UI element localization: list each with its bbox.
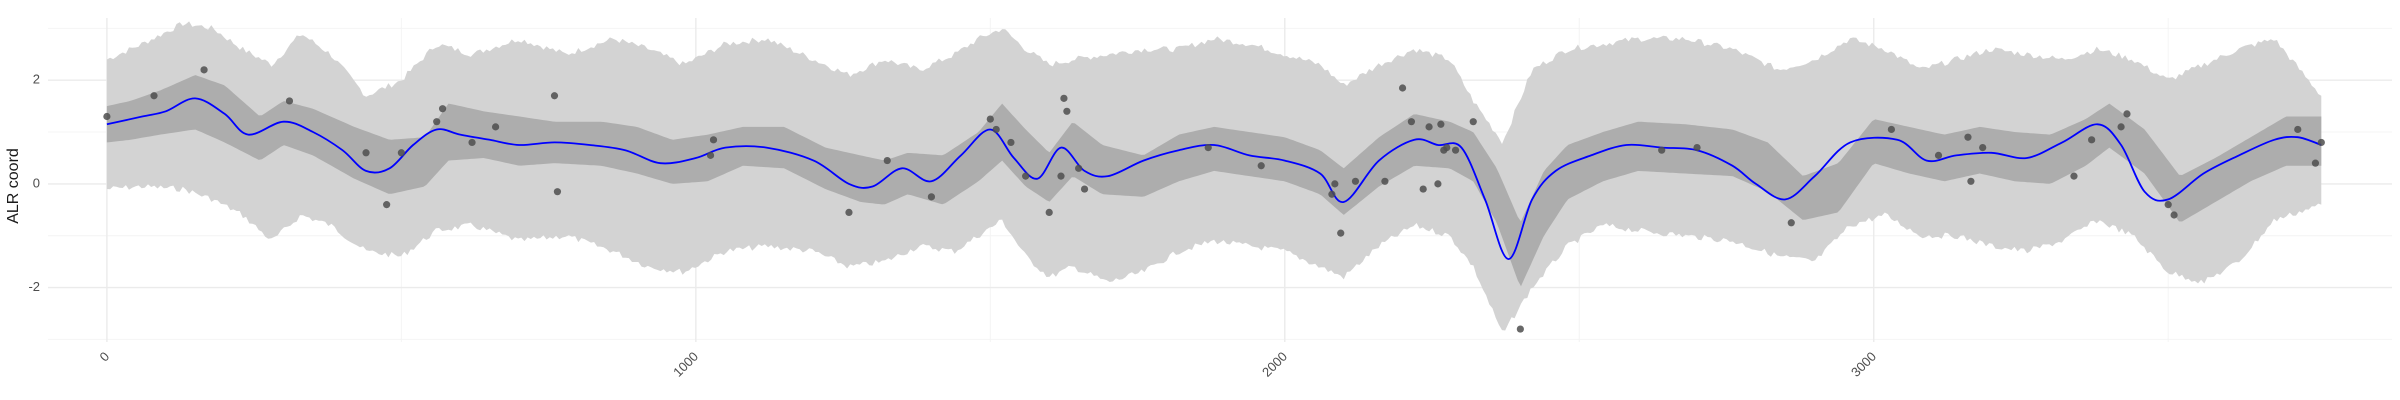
data-point — [150, 92, 158, 100]
data-point — [1425, 123, 1433, 131]
data-point — [1022, 172, 1030, 180]
data-point — [709, 136, 718, 144]
y-tick-label: 0 — [33, 175, 40, 190]
data-point — [1419, 185, 1427, 193]
data-point — [2070, 172, 2078, 180]
data-point — [992, 125, 1000, 134]
y-axis-title: ALR coord — [5, 148, 22, 224]
data-point — [1063, 107, 1071, 115]
data-point — [706, 151, 715, 159]
data-point — [1337, 229, 1345, 237]
data-point — [1204, 144, 1212, 152]
data-point — [927, 193, 936, 201]
data-point — [2088, 136, 2096, 144]
data-point — [2317, 138, 2325, 147]
mean-line — [106, 97, 2322, 261]
data-point — [1351, 177, 1360, 185]
data-point — [1451, 146, 1460, 154]
data-point — [1080, 185, 1089, 193]
data-point — [1934, 151, 1943, 159]
data-point — [1075, 164, 1083, 172]
data-point — [1057, 172, 1065, 180]
data-point — [383, 201, 391, 209]
data-point — [1257, 162, 1265, 170]
data-point — [2117, 123, 2125, 131]
data-point — [200, 66, 208, 74]
data-point — [1469, 118, 1477, 126]
data-point — [1007, 138, 1015, 147]
data-point — [1060, 94, 1068, 102]
data-point — [1381, 177, 1389, 185]
point-layer — [103, 66, 2325, 333]
data-point — [468, 138, 476, 147]
data-point — [1979, 144, 1987, 152]
data-point — [1434, 180, 1442, 188]
data-point — [1045, 208, 1053, 216]
data-point — [438, 105, 447, 113]
y-tick-label: -2 — [28, 279, 40, 294]
data-point — [1331, 180, 1339, 188]
x-tick-label: 1000 — [670, 349, 701, 380]
data-point — [2170, 211, 2178, 219]
data-point — [550, 92, 559, 100]
data-point — [1967, 177, 1975, 185]
data-point — [1787, 219, 1795, 227]
data-point — [2164, 201, 2172, 209]
data-point — [986, 115, 994, 123]
data-point — [1407, 118, 1416, 126]
data-point — [2311, 159, 2320, 167]
data-point — [1443, 144, 1451, 152]
data-point — [433, 118, 441, 126]
data-point — [2294, 125, 2302, 134]
data-point — [1964, 133, 1972, 141]
x-tick-label: 2000 — [1259, 349, 1290, 380]
line-layer — [106, 97, 2322, 261]
y-tick-label: 2 — [33, 72, 40, 87]
data-point — [1887, 125, 1895, 134]
data-point — [1693, 144, 1701, 152]
data-point — [397, 149, 405, 157]
data-point — [1658, 146, 1666, 154]
x-tick-label: 3000 — [1848, 349, 1879, 380]
data-point — [553, 188, 562, 196]
data-point — [103, 112, 111, 121]
data-point — [1437, 120, 1445, 128]
band-layer — [106, 21, 2322, 331]
data-point — [285, 97, 294, 105]
data-point — [883, 156, 891, 165]
outer-credible-band — [106, 21, 2322, 331]
data-point — [1328, 190, 1336, 198]
data-point — [1516, 325, 1524, 333]
data-point — [362, 149, 370, 157]
data-point — [1398, 84, 1407, 92]
data-point — [845, 208, 853, 216]
data-point — [491, 123, 500, 131]
data-point — [2123, 110, 2131, 118]
x-tick-label: 0 — [97, 349, 113, 365]
